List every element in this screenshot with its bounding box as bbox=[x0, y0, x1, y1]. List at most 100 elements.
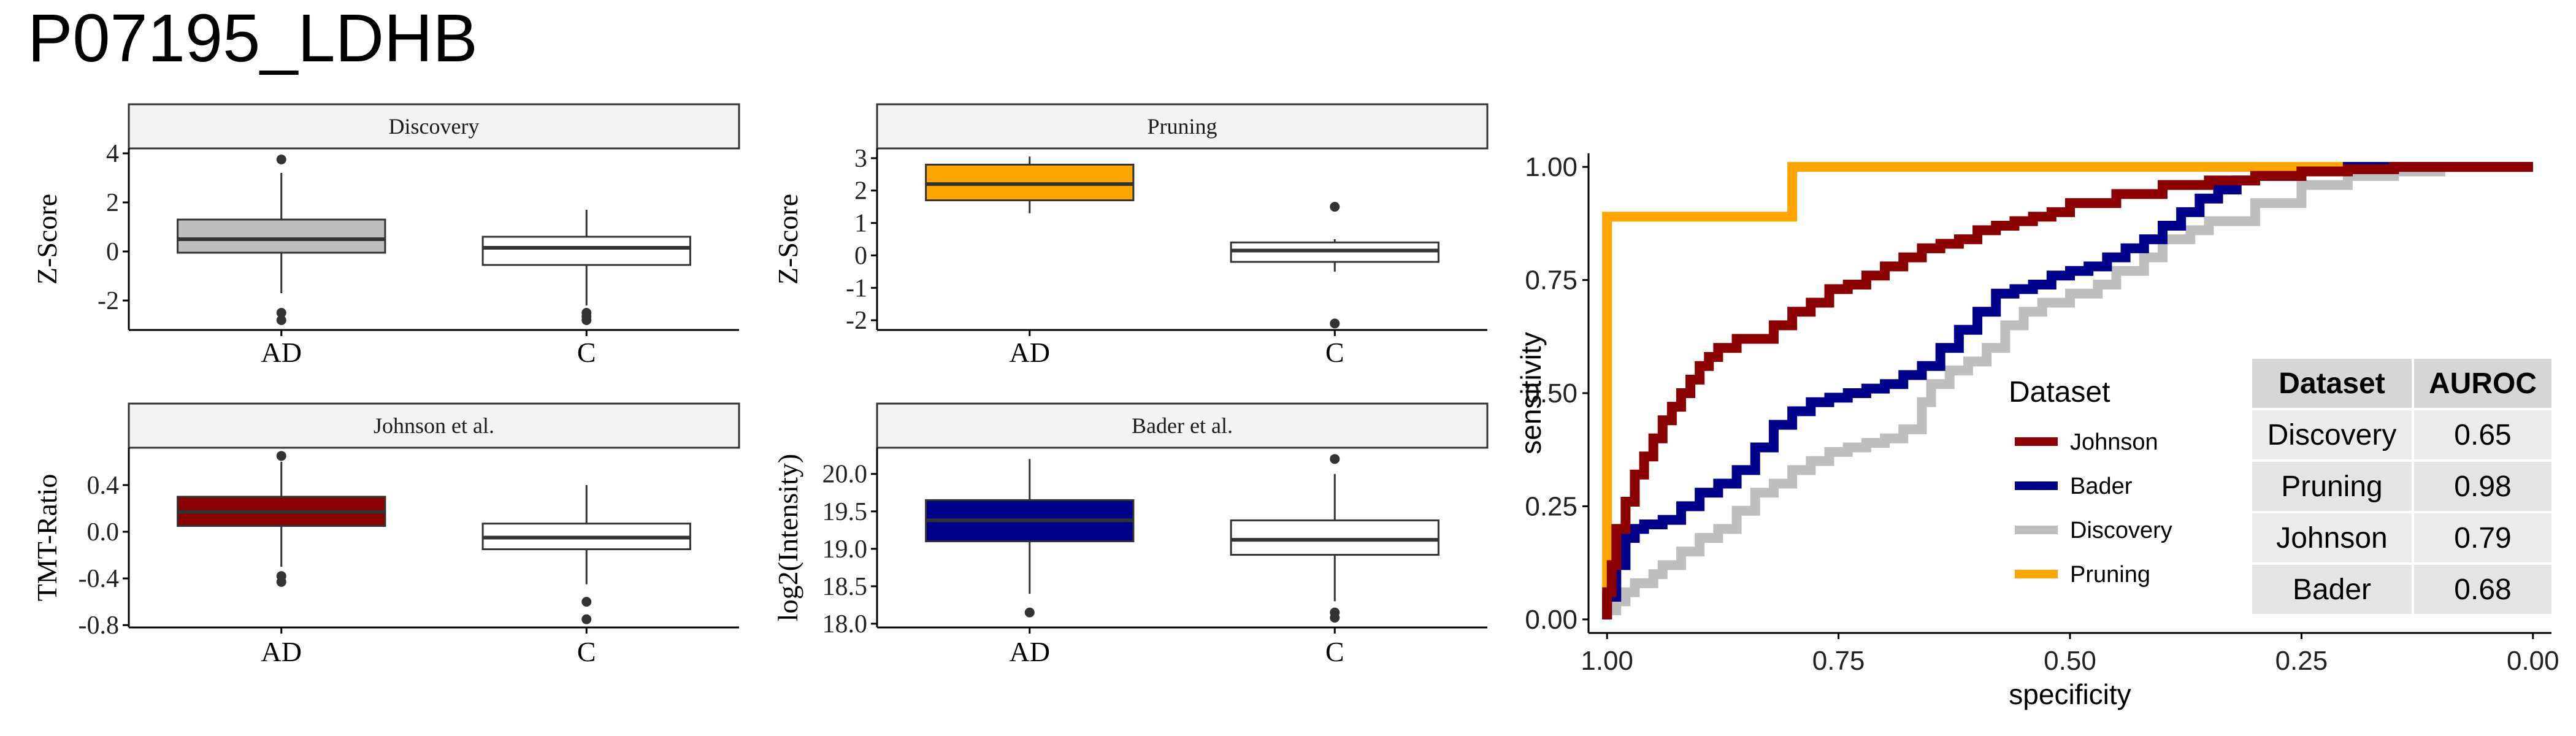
y-tick-label: 2 bbox=[106, 189, 119, 217]
y-tick-label: 19.0 bbox=[822, 535, 868, 564]
box-ad bbox=[177, 155, 386, 325]
outlier-point bbox=[1330, 454, 1340, 464]
y-tick-label: -2 bbox=[98, 287, 119, 315]
table-cell-bg bbox=[2414, 565, 2551, 614]
outlier-point bbox=[1330, 318, 1340, 329]
x-tick-label: C bbox=[1325, 636, 1344, 667]
roc-curve-bader bbox=[1602, 162, 2533, 619]
y-tick-label: 4 bbox=[106, 140, 119, 168]
y-tick-label: -2 bbox=[846, 307, 867, 335]
facet-strip-label: Discovery bbox=[389, 114, 480, 139]
facet-strip bbox=[876, 103, 1489, 150]
box-c bbox=[481, 485, 691, 624]
box-ad bbox=[925, 459, 1135, 618]
box-c bbox=[481, 210, 691, 325]
roc-y-axis-label: sensitivity bbox=[1515, 332, 1547, 454]
y-tick-label: -0.8 bbox=[79, 611, 120, 640]
y-tick-label: 0.0 bbox=[87, 518, 120, 546]
box-c bbox=[1230, 454, 1439, 623]
table-cell: Pruning bbox=[2281, 470, 2382, 503]
table-header: Dataset bbox=[2279, 367, 2385, 400]
y-axis-label: log2(Intensity) bbox=[772, 454, 803, 621]
boxplot-panel-3: Johnson et al. -0.8 -0.4 0.0 0.4 TMT-Ratio AD C bbox=[31, 402, 740, 667]
table-cell-bg bbox=[2252, 410, 2412, 459]
boxplot-panel-1: Discovery -2 0 2 4 Z-Score AD C bbox=[31, 103, 740, 368]
outlier-point bbox=[581, 614, 592, 624]
facet-strip bbox=[876, 402, 1489, 449]
outlier-point bbox=[581, 315, 592, 325]
roc-x-tick-label: 0.50 bbox=[2044, 646, 2096, 676]
outlier-point bbox=[276, 155, 286, 164]
box-iqr bbox=[1230, 519, 1439, 556]
roc-y-tick-label: 1.00 bbox=[1525, 152, 1577, 182]
facet-strip-label: Pruning bbox=[1147, 114, 1217, 139]
roc-y-tick-label: 0.75 bbox=[1525, 266, 1577, 296]
table-header-cell bbox=[2252, 359, 2412, 408]
outlier-point bbox=[1330, 202, 1340, 212]
y-axis-label: TMT-Ratio bbox=[31, 474, 63, 602]
table-header-cell bbox=[2414, 359, 2551, 408]
boxplot-panels: Discovery -2 0 2 4 Z-Score AD C Pruning -2 -1 0 1 2 3 Z… bbox=[31, 103, 1489, 667]
roc-curve-discovery bbox=[1602, 162, 2533, 619]
y-tick-label: 1 bbox=[854, 210, 867, 238]
facet-strip bbox=[128, 402, 740, 449]
y-axis-label: Z-Score bbox=[772, 194, 803, 285]
outlier-point bbox=[276, 308, 286, 318]
facet-strip-label: Johnson et al. bbox=[374, 413, 494, 438]
facet-strip bbox=[128, 103, 740, 150]
auroc-table: Dataset AUROC Discovery 0.65 Pruning 0.98 John… bbox=[2252, 359, 2551, 614]
table-cell: Johnson bbox=[2276, 522, 2387, 554]
y-tick-label: 0 bbox=[854, 242, 867, 270]
roc-x-tick-label: 0.75 bbox=[1812, 646, 1865, 676]
table-cell: 0.79 bbox=[2454, 522, 2511, 554]
roc-x-tick-label: 0.25 bbox=[2275, 646, 2328, 676]
outlier-point bbox=[1024, 607, 1035, 618]
y-tick-label: 0.4 bbox=[87, 472, 120, 500]
y-tick-label: 3 bbox=[854, 145, 867, 173]
boxplot-panel-4: Bader et al. 18.0 18.5 19.0 19.5 20.0 log2(Int… bbox=[772, 402, 1489, 667]
box-ad bbox=[177, 451, 386, 587]
roc-curve-johnson bbox=[1602, 162, 2533, 619]
y-tick-label: 18.0 bbox=[822, 610, 868, 638]
table-cell-bg bbox=[2252, 565, 2412, 614]
table-cell-bg bbox=[2252, 462, 2412, 511]
outlier-point bbox=[581, 597, 592, 607]
table-cell-bg bbox=[2414, 462, 2551, 511]
box-c bbox=[1230, 202, 1439, 329]
x-tick-label: C bbox=[577, 636, 596, 667]
y-tick-label: -1 bbox=[846, 274, 867, 302]
legend-label-bader: Bader bbox=[2070, 473, 2133, 499]
y-tick-label: 19.5 bbox=[822, 498, 868, 526]
y-tick-label: 2 bbox=[854, 177, 867, 205]
x-tick-label: C bbox=[577, 337, 596, 368]
boxplot-panel-2: Pruning -2 -1 0 1 2 3 Z-Score AD C bbox=[772, 103, 1489, 368]
roc-y-tick-label: 0.00 bbox=[1525, 605, 1577, 635]
y-tick-label: 18.5 bbox=[822, 573, 868, 601]
table-cell: Discovery bbox=[2267, 419, 2397, 451]
y-axis-label: Z-Score bbox=[31, 194, 63, 285]
y-tick-label: -0.4 bbox=[79, 565, 120, 593]
facet-strip-label: Bader et al. bbox=[1132, 413, 1233, 438]
roc-panel: 0.00 0.25 0.50 0.75 1.00 1.00 0.75 0.50 0.25 0.00… bbox=[1515, 152, 2559, 710]
box-iqr bbox=[481, 236, 691, 266]
y-tick-label: 0 bbox=[106, 238, 119, 266]
legend-label-johnson: Johnson bbox=[2070, 429, 2158, 455]
box-iqr bbox=[177, 218, 386, 254]
outlier-point bbox=[276, 451, 286, 461]
roc-y-tick-label: 0.25 bbox=[1525, 491, 1577, 521]
x-tick-label: AD bbox=[1010, 636, 1050, 667]
legend-title: Dataset bbox=[2009, 376, 2110, 408]
figure-title: P07195_LDHB bbox=[28, 1, 478, 76]
outlier-point bbox=[1330, 613, 1340, 623]
x-tick-label: AD bbox=[261, 337, 302, 368]
table-cell: Bader bbox=[2293, 573, 2371, 606]
legend-label-pruning: Pruning bbox=[2070, 562, 2150, 588]
table-cell-bg bbox=[2252, 513, 2412, 562]
outlier-point bbox=[276, 577, 286, 587]
roc-x-axis-label: specificity bbox=[2009, 678, 2131, 710]
table-cell-bg bbox=[2414, 410, 2551, 459]
x-tick-label: AD bbox=[1010, 337, 1050, 368]
table-cell: 0.98 bbox=[2454, 470, 2511, 503]
table-cell: 0.65 bbox=[2454, 419, 2511, 451]
